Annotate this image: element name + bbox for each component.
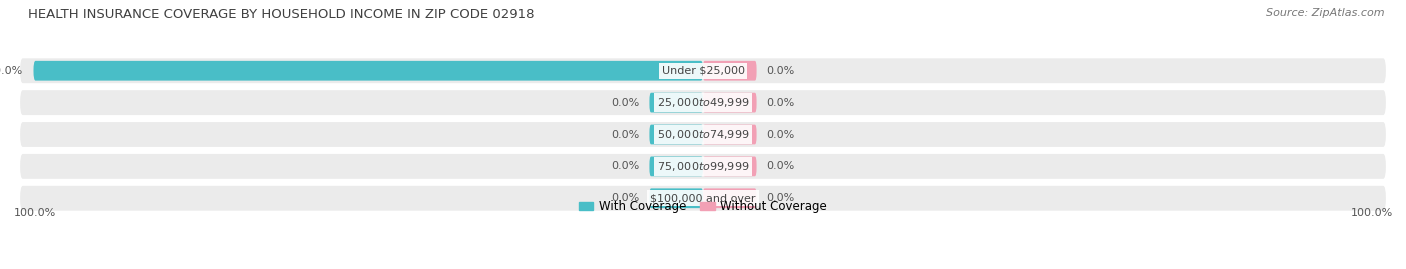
FancyBboxPatch shape: [20, 122, 1386, 147]
FancyBboxPatch shape: [703, 61, 756, 81]
FancyBboxPatch shape: [703, 125, 756, 144]
FancyBboxPatch shape: [703, 188, 756, 208]
Text: 0.0%: 0.0%: [766, 66, 794, 76]
FancyBboxPatch shape: [20, 154, 1386, 179]
FancyBboxPatch shape: [650, 125, 703, 144]
Text: HEALTH INSURANCE COVERAGE BY HOUSEHOLD INCOME IN ZIP CODE 02918: HEALTH INSURANCE COVERAGE BY HOUSEHOLD I…: [28, 8, 534, 21]
FancyBboxPatch shape: [650, 93, 703, 112]
FancyBboxPatch shape: [34, 61, 703, 81]
Text: 0.0%: 0.0%: [612, 98, 640, 108]
Text: 0.0%: 0.0%: [612, 161, 640, 171]
FancyBboxPatch shape: [20, 186, 1386, 211]
Text: 0.0%: 0.0%: [766, 98, 794, 108]
Text: 0.0%: 0.0%: [612, 193, 640, 203]
Legend: With Coverage, Without Coverage: With Coverage, Without Coverage: [574, 196, 832, 218]
FancyBboxPatch shape: [703, 93, 756, 112]
Text: 100.0%: 100.0%: [1350, 208, 1392, 218]
Text: $75,000 to $99,999: $75,000 to $99,999: [657, 160, 749, 173]
FancyBboxPatch shape: [20, 58, 1386, 83]
Text: $25,000 to $49,999: $25,000 to $49,999: [657, 96, 749, 109]
Text: 0.0%: 0.0%: [612, 129, 640, 140]
FancyBboxPatch shape: [650, 188, 703, 208]
FancyBboxPatch shape: [20, 90, 1386, 115]
Text: $100,000 and over: $100,000 and over: [650, 193, 756, 203]
Text: $50,000 to $74,999: $50,000 to $74,999: [657, 128, 749, 141]
Text: 0.0%: 0.0%: [766, 193, 794, 203]
FancyBboxPatch shape: [703, 157, 756, 176]
Text: 0.0%: 0.0%: [766, 161, 794, 171]
Text: 100.0%: 100.0%: [14, 208, 56, 218]
Text: 100.0%: 100.0%: [0, 66, 24, 76]
Text: 0.0%: 0.0%: [766, 129, 794, 140]
Text: Source: ZipAtlas.com: Source: ZipAtlas.com: [1267, 8, 1385, 18]
FancyBboxPatch shape: [650, 157, 703, 176]
Text: Under $25,000: Under $25,000: [661, 66, 745, 76]
